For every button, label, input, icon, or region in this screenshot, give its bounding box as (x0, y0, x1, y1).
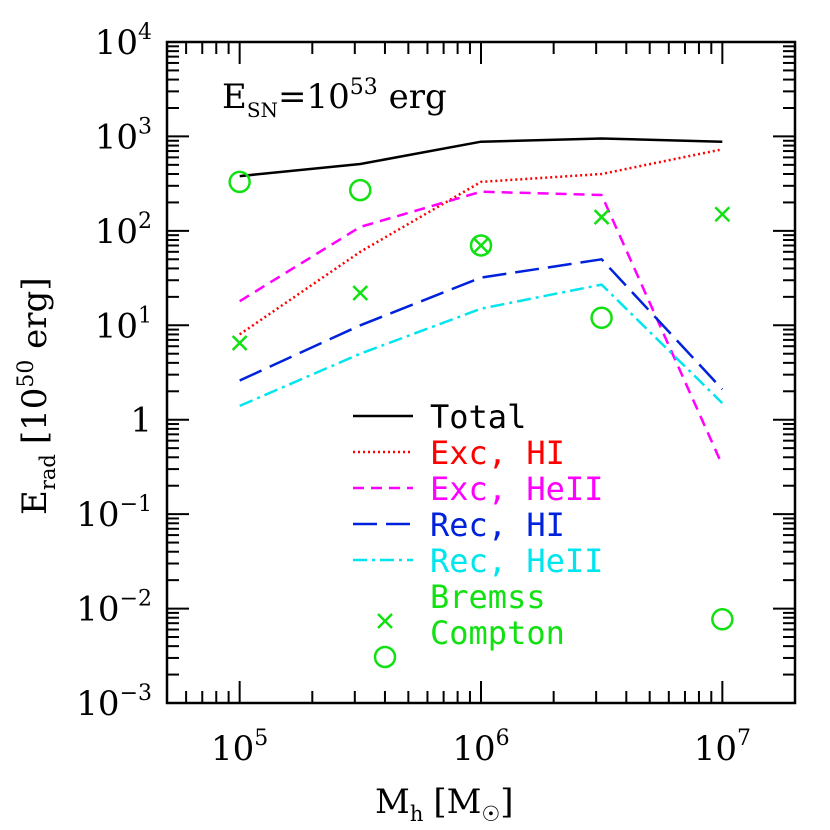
legend-label: Exc, HI (430, 434, 565, 472)
series-markers (228, 170, 734, 631)
y-tick-exponent: 3 (138, 114, 152, 139)
marker-bremss (352, 285, 369, 301)
x-mark-stroke (377, 613, 393, 629)
y-tick-exponent: 1 (138, 303, 152, 328)
marker-compton (228, 170, 251, 194)
y-tick-base: 10 (76, 684, 119, 724)
marker-compton (711, 608, 734, 631)
y-tick-label: 10−1 (76, 492, 152, 535)
x-tick-exponent: 7 (737, 726, 751, 751)
marker-bremss (714, 206, 731, 223)
x-tick-base: 10 (211, 729, 254, 769)
y-tick-base: 10 (76, 495, 119, 535)
legend-marker (377, 613, 393, 629)
y-tick-base: 10 (95, 212, 138, 252)
x-mark-stroke (593, 209, 610, 225)
x-tick-base: 10 (694, 729, 737, 769)
y-tick-label: 104 (95, 20, 152, 63)
y-tick-exponent: 4 (138, 20, 152, 45)
y-axis-label: Erad[1050 erg] (14, 277, 60, 515)
x-tick-exponent: 5 (254, 726, 268, 751)
y-tick-label: 10−2 (76, 587, 152, 630)
x-tick-label: 105 (211, 726, 268, 769)
x-mark-stroke (231, 335, 248, 351)
y-tick-label: 101 (95, 303, 152, 346)
x-mark-stroke (352, 285, 369, 301)
x-tick-base: 10 (452, 729, 495, 769)
axis-ticks (166, 41, 796, 704)
y-tick-base: 10 (76, 590, 119, 630)
x-tick-labels: 105 106 107 (211, 726, 751, 769)
y-tick-base: 10 (95, 117, 138, 157)
marker-bremss (473, 237, 489, 254)
legend-label: Rec, HeII (430, 542, 603, 580)
y-tick-label: 103 (95, 114, 152, 157)
legend-label: Compton (430, 614, 565, 652)
x-tick-label: 106 (452, 726, 509, 769)
marker-compton (349, 178, 372, 202)
y-tick-exponent: −2 (120, 587, 152, 612)
marker-bremss (593, 209, 610, 225)
y-tick-exponent: −1 (120, 492, 152, 517)
series-line-total (239, 137, 723, 178)
x-tick-exponent: 6 (496, 726, 510, 751)
legend-marker (373, 645, 397, 669)
series-line-exc-hi (238, 148, 723, 336)
legend-label: Total (430, 398, 526, 436)
legend-label: Rec, HI (430, 506, 565, 544)
x-tick-label: 107 (694, 726, 751, 769)
marker-compton (469, 234, 493, 257)
y-tick-exponent: −3 (120, 681, 152, 706)
x-mark-stroke (714, 206, 731, 223)
y-tick-label: 102 (95, 209, 152, 252)
x-axis-label: Mh [M☉] (375, 782, 514, 826)
y-tick-label: 10−3 (76, 681, 152, 724)
energy-annotation: ESN=1053 erg (222, 75, 447, 122)
y-tick-label: 1 (130, 401, 152, 441)
x-mark-stroke (473, 237, 489, 254)
y-tick-base: 10 (95, 306, 138, 346)
series-line-rec-heii (239, 283, 724, 408)
series-line-exc-heii (239, 190, 724, 466)
y-tick-base: 1 (130, 401, 152, 441)
marker-bremss (231, 335, 248, 351)
legend-label: Exc, HeII (430, 470, 603, 508)
series-lines (238, 137, 724, 466)
series-line-rec-hi (239, 258, 724, 391)
y-tick-base: 10 (95, 23, 138, 63)
y-tick-exponent: 2 (138, 209, 152, 234)
marker-compton (590, 306, 613, 330)
legend-label: Bremss (430, 578, 546, 616)
